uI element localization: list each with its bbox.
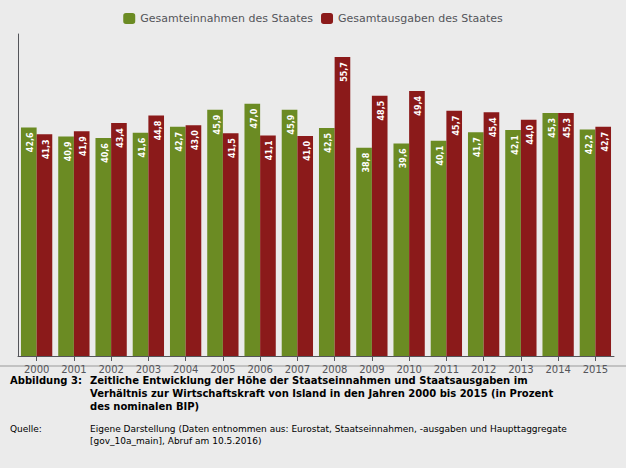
svg-text:Quelle:: Quelle: xyxy=(10,424,42,434)
svg-text:Gesamtausgaben des Staates: Gesamtausgaben des Staates xyxy=(338,12,503,25)
svg-text:2010: 2010 xyxy=(396,364,421,375)
svg-text:2003: 2003 xyxy=(136,364,161,375)
svg-text:41,5: 41,5 xyxy=(228,138,237,158)
svg-text:2008: 2008 xyxy=(322,364,347,375)
svg-text:45,7: 45,7 xyxy=(452,116,461,136)
svg-text:42,7: 42,7 xyxy=(601,132,610,152)
svg-text:41,3: 41,3 xyxy=(42,139,51,159)
svg-text:2002: 2002 xyxy=(98,364,123,375)
svg-text:43,4: 43,4 xyxy=(116,128,125,148)
svg-text:38,8: 38,8 xyxy=(362,152,371,172)
svg-text:2013: 2013 xyxy=(508,364,533,375)
svg-text:2015: 2015 xyxy=(583,364,608,375)
svg-text:42,1: 42,1 xyxy=(511,135,520,155)
svg-text:42,7: 42,7 xyxy=(175,132,184,152)
svg-text:41,1: 41,1 xyxy=(265,140,274,160)
svg-text:Zeitliche Entwicklung der Höhe: Zeitliche Entwicklung der Höhe der Staat… xyxy=(90,375,528,386)
svg-text:[gov_10a_main], Abruf am 10.5.: [gov_10a_main], Abruf am 10.5.2016) xyxy=(90,436,262,446)
svg-text:41,6: 41,6 xyxy=(138,137,147,157)
svg-text:2014: 2014 xyxy=(545,364,570,375)
svg-text:40,1: 40,1 xyxy=(436,145,445,165)
svg-text:49,4: 49,4 xyxy=(414,95,423,115)
svg-text:2007: 2007 xyxy=(285,364,310,375)
svg-text:55,7: 55,7 xyxy=(340,62,349,82)
svg-text:43,0: 43,0 xyxy=(191,130,200,150)
svg-text:2001: 2001 xyxy=(61,364,86,375)
svg-text:48,5: 48,5 xyxy=(377,100,386,120)
svg-text:2004: 2004 xyxy=(173,364,198,375)
svg-text:44,8: 44,8 xyxy=(154,120,163,140)
svg-text:41,7: 41,7 xyxy=(473,137,482,157)
svg-text:44,0: 44,0 xyxy=(526,124,535,144)
svg-text:2009: 2009 xyxy=(359,364,384,375)
svg-text:47,0: 47,0 xyxy=(250,108,259,128)
svg-text:45,4: 45,4 xyxy=(489,117,498,137)
svg-text:40,9: 40,9 xyxy=(64,141,73,161)
svg-text:2005: 2005 xyxy=(210,364,235,375)
svg-text:45,9: 45,9 xyxy=(287,114,296,134)
svg-text:41,9: 41,9 xyxy=(79,136,88,156)
svg-text:2012: 2012 xyxy=(471,364,496,375)
svg-text:45,3: 45,3 xyxy=(548,118,557,138)
svg-text:Eigene Darstellung (Daten entn: Eigene Darstellung (Daten entnommen aus:… xyxy=(90,424,567,434)
svg-text:42,2: 42,2 xyxy=(585,135,594,155)
svg-text:45,9: 45,9 xyxy=(213,114,222,134)
svg-text:45,3: 45,3 xyxy=(563,118,572,138)
svg-text:42,5: 42,5 xyxy=(324,132,333,152)
svg-text:40,6: 40,6 xyxy=(101,143,110,163)
svg-text:41,0: 41,0 xyxy=(303,141,312,161)
svg-text:39,6: 39,6 xyxy=(399,148,408,168)
svg-text:2000: 2000 xyxy=(24,364,49,375)
svg-text:2011: 2011 xyxy=(434,364,459,375)
svg-text:42,6: 42,6 xyxy=(26,132,35,152)
svg-text:Gesamteinnahmen des Staates: Gesamteinnahmen des Staates xyxy=(140,12,313,25)
svg-text:Verhältnis zur Wirtschaftskraf: Verhältnis zur Wirtschaftskraft von Isla… xyxy=(90,388,553,399)
svg-text:des nominalen BIP): des nominalen BIP) xyxy=(90,401,199,412)
svg-text:2006: 2006 xyxy=(247,364,272,375)
svg-text:Abbildung 3:: Abbildung 3: xyxy=(10,375,82,386)
